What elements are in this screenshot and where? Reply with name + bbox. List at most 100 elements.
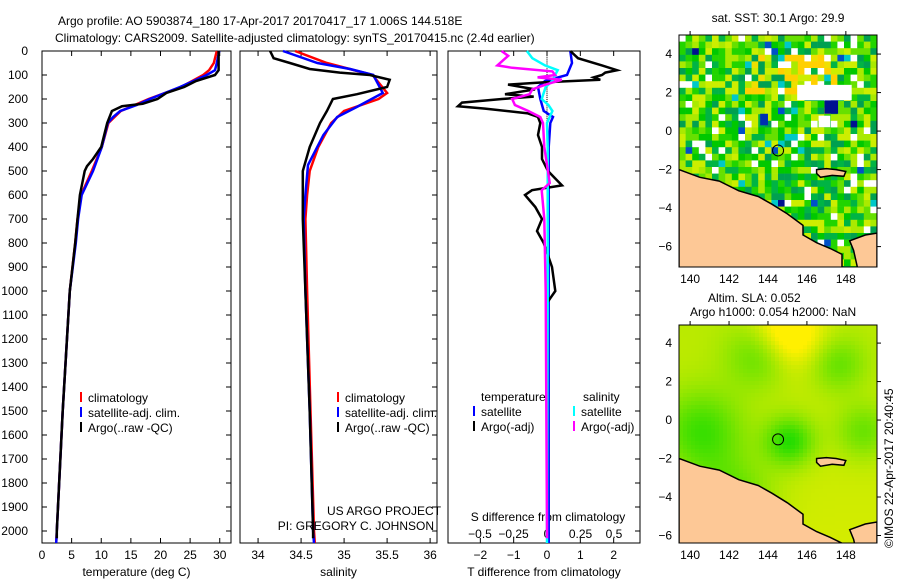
sla-cell: [823, 369, 827, 373]
sst-cell: [830, 134, 838, 141]
sst-cell: [705, 147, 713, 155]
sla-cell: [835, 485, 839, 489]
sla-cell: [811, 497, 815, 501]
sla-cell: [803, 461, 807, 465]
zero-line-dot: [546, 93, 548, 95]
sla-cell: [867, 509, 871, 513]
sla-cell: [719, 337, 723, 341]
zero-line-dot: [546, 89, 548, 91]
sla-cell: [679, 373, 683, 377]
sla-cell: [691, 393, 695, 397]
sla-cell: [871, 453, 875, 457]
sla-cell: [779, 477, 783, 481]
sla-cell: [843, 433, 847, 437]
sla-cell: [719, 409, 723, 413]
sla-cell: [699, 389, 703, 393]
sla-cell: [731, 421, 735, 425]
sla-cell: [795, 473, 799, 477]
sla-cell: [823, 425, 827, 429]
sst-cell: [804, 120, 812, 128]
sla-cell: [819, 417, 823, 421]
sla-cell: [711, 421, 715, 425]
sst-cell: [778, 127, 785, 135]
sla-cell: [763, 361, 767, 365]
sla-cell: [875, 453, 877, 457]
sla-cell: [859, 361, 863, 365]
sla-cell: [787, 357, 791, 361]
sla-cell: [851, 389, 855, 393]
sla-cell: [707, 333, 711, 337]
sla-cell: [847, 425, 851, 429]
sla-cell: [779, 405, 783, 409]
sla-cell: [743, 449, 747, 453]
sla-cell: [771, 465, 775, 469]
sla-cell: [847, 393, 851, 397]
sst-cell: [751, 140, 759, 148]
sla-cell: [807, 325, 811, 329]
sla-cell: [807, 501, 811, 505]
sst-cell: [705, 134, 713, 141]
sst-cell: [857, 120, 865, 128]
sla-cell: [835, 341, 839, 345]
sst-cell: [870, 193, 877, 201]
sla-cell: [687, 333, 691, 337]
sst-cell: [705, 35, 713, 42]
sla-cell: [791, 417, 795, 421]
sla-cell: [731, 473, 735, 477]
sla-cell: [855, 473, 859, 477]
sst-cell: [778, 200, 785, 207]
sla-cell: [711, 393, 715, 397]
sla-cell: [683, 433, 687, 437]
sla-cell: [767, 333, 771, 337]
sla-cell: [775, 329, 779, 333]
sla-cell: [867, 513, 871, 517]
zero-line-dot: [546, 54, 548, 56]
sst-cell: [725, 101, 733, 108]
sst-cell: [685, 120, 693, 128]
sla-cell: [703, 357, 707, 361]
sla-cell: [727, 465, 731, 469]
sla-cell: [815, 473, 819, 477]
sst-cell: [811, 200, 818, 207]
sla-cell: [803, 417, 807, 421]
sla-cell: [871, 457, 875, 461]
sst-cell: [804, 186, 812, 194]
sla-cell: [811, 493, 815, 497]
sst-cell: [725, 140, 733, 148]
sla-cell: [815, 365, 819, 369]
sla-cell: [795, 345, 799, 349]
sla-cell: [747, 449, 751, 453]
sla-cell: [835, 477, 839, 481]
sst-cell: [738, 147, 746, 155]
sst-cell: [844, 173, 851, 181]
sla-cell: [807, 369, 811, 373]
sla-cell: [683, 453, 687, 457]
sst-cell: [844, 226, 851, 234]
sla-cell: [799, 417, 803, 421]
sla-cell: [707, 365, 711, 369]
sla-cell: [775, 425, 779, 429]
sla-cell: [715, 337, 719, 341]
sst-cell: [731, 74, 739, 82]
sla-cell: [807, 385, 811, 389]
sla-cell: [715, 357, 719, 361]
sst-cell: [698, 81, 706, 89]
sst-cell: [804, 81, 812, 89]
sst-cell: [850, 193, 858, 201]
sla-cell: [843, 329, 847, 333]
sla-cell: [779, 457, 783, 461]
sla-cell: [735, 409, 739, 413]
sla-cell: [851, 525, 855, 529]
sst-cell: [692, 107, 700, 115]
sla-cell: [859, 333, 863, 337]
sla-cell: [815, 401, 819, 405]
zero-line-dot: [546, 87, 548, 89]
sst-cell: [731, 167, 739, 174]
sla-cell: [691, 437, 695, 441]
sla-cell: [683, 457, 687, 461]
sla-cell: [819, 469, 823, 473]
x-tick-label: 25: [183, 548, 197, 562]
sst-cell: [817, 147, 825, 155]
sst-cell: [692, 87, 700, 95]
sla-cell: [727, 329, 731, 333]
